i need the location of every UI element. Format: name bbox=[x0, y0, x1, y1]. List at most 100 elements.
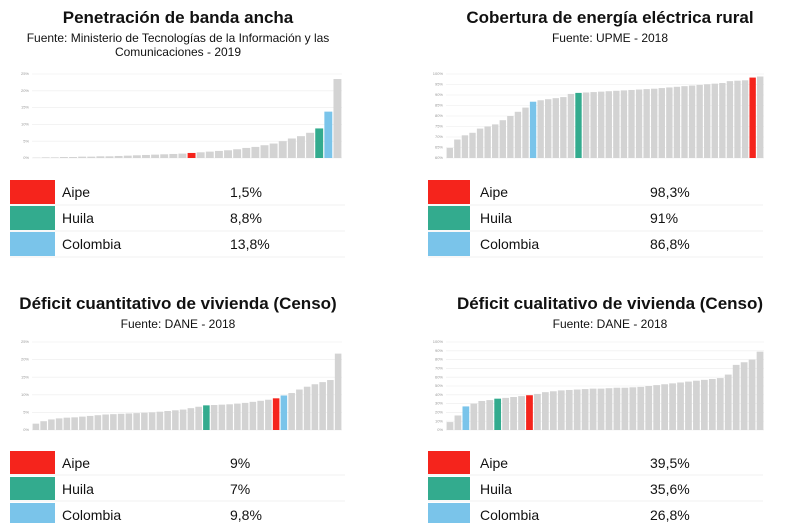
bar bbox=[196, 152, 205, 158]
chart-title: Déficit cuantitativo de vivienda (Censo) bbox=[19, 294, 337, 313]
y-tick-label: 70% bbox=[435, 365, 443, 370]
y-tick-label: 95% bbox=[435, 82, 443, 87]
bar bbox=[195, 406, 202, 430]
legend-value: 9,8% bbox=[230, 506, 262, 523]
bar bbox=[741, 80, 749, 158]
legend-value: 35,6% bbox=[650, 480, 690, 497]
bar bbox=[529, 101, 537, 158]
bar bbox=[621, 387, 629, 430]
bar bbox=[462, 406, 470, 430]
bar bbox=[123, 155, 132, 158]
legend-swatch bbox=[10, 180, 55, 204]
legend-swatch bbox=[10, 451, 55, 474]
bar bbox=[613, 90, 620, 158]
bar bbox=[740, 362, 748, 430]
bar bbox=[226, 404, 233, 430]
y-tick-label: 60% bbox=[435, 155, 443, 160]
bar bbox=[545, 99, 552, 158]
y-tick-label: 20% bbox=[21, 88, 29, 93]
bar bbox=[537, 100, 544, 158]
y-tick-label: 10% bbox=[435, 418, 443, 423]
bar bbox=[590, 92, 597, 158]
legend-value: 13,8% bbox=[230, 236, 270, 252]
bar bbox=[469, 132, 476, 158]
bar bbox=[757, 76, 764, 158]
legend-swatch bbox=[10, 206, 55, 230]
bar bbox=[507, 116, 514, 158]
y-tick-label: 40% bbox=[435, 392, 443, 397]
y-tick-label: 5% bbox=[23, 409, 29, 414]
bar bbox=[78, 156, 87, 158]
legend-name: Huila bbox=[480, 480, 512, 497]
bar bbox=[315, 128, 324, 158]
legend-swatch bbox=[428, 503, 470, 523]
y-tick-label: 70% bbox=[435, 134, 443, 139]
bar bbox=[565, 389, 573, 430]
legend-value: 86,8% bbox=[650, 236, 690, 252]
bar bbox=[257, 400, 264, 430]
legend-swatch bbox=[428, 477, 470, 500]
bar bbox=[218, 404, 226, 430]
bar bbox=[178, 153, 187, 158]
chart-subtitle: Fuente: UPME - 2018 bbox=[551, 31, 669, 45]
bar bbox=[613, 387, 621, 430]
legend-name: Colombia bbox=[62, 506, 122, 523]
chart-subtitle: Fuente: DANE - 2018 bbox=[120, 317, 236, 331]
bar bbox=[534, 393, 541, 430]
y-tick-label: 50% bbox=[435, 383, 443, 388]
bar bbox=[605, 388, 613, 430]
bar bbox=[470, 403, 478, 430]
bar bbox=[214, 150, 223, 158]
bar bbox=[484, 126, 491, 158]
bar bbox=[749, 77, 756, 158]
bar bbox=[86, 415, 94, 430]
bar bbox=[287, 138, 296, 158]
bar bbox=[234, 403, 241, 430]
bar bbox=[110, 414, 117, 430]
bar bbox=[724, 374, 732, 430]
bar bbox=[55, 418, 63, 430]
y-tick-label: 0% bbox=[23, 427, 29, 432]
bar bbox=[125, 413, 133, 430]
y-tick-label: 0% bbox=[23, 155, 29, 160]
bar bbox=[628, 89, 635, 158]
bar bbox=[303, 386, 311, 430]
chart-title: Déficit cualitativo de vivienda (Censo) bbox=[456, 294, 764, 313]
bar bbox=[288, 393, 295, 430]
legend-swatch bbox=[428, 451, 470, 474]
legend-name: Huila bbox=[480, 210, 512, 226]
bar bbox=[581, 389, 589, 430]
bar bbox=[311, 384, 319, 430]
legend-name: Colombia bbox=[62, 236, 122, 252]
bar bbox=[552, 98, 559, 158]
y-tick-label: 20% bbox=[21, 357, 29, 362]
y-tick-label: 90% bbox=[435, 348, 443, 353]
legend-swatch bbox=[10, 477, 55, 500]
y-tick-label: 85% bbox=[435, 103, 443, 108]
legend-value: 7% bbox=[230, 480, 251, 497]
bar bbox=[142, 154, 150, 158]
y-tick-label: 100% bbox=[433, 339, 444, 344]
legend-name: Huila bbox=[62, 480, 94, 497]
legend-value: 98,3% bbox=[650, 184, 690, 200]
bar bbox=[32, 423, 40, 430]
bar bbox=[148, 412, 156, 430]
bar bbox=[502, 397, 509, 430]
bar bbox=[542, 392, 549, 430]
bar bbox=[651, 88, 658, 158]
legend-name: Colombia bbox=[480, 236, 540, 252]
bar bbox=[677, 382, 684, 430]
bar bbox=[63, 417, 71, 430]
legend-value: 91% bbox=[650, 210, 679, 226]
bar bbox=[643, 89, 650, 158]
bar bbox=[114, 155, 123, 158]
bar bbox=[575, 92, 582, 158]
bar bbox=[518, 396, 525, 430]
y-tick-label: 100% bbox=[433, 71, 444, 76]
bar bbox=[224, 150, 232, 158]
legend-value: 26,8% bbox=[650, 506, 690, 523]
bar bbox=[653, 385, 661, 430]
bar bbox=[708, 378, 716, 430]
